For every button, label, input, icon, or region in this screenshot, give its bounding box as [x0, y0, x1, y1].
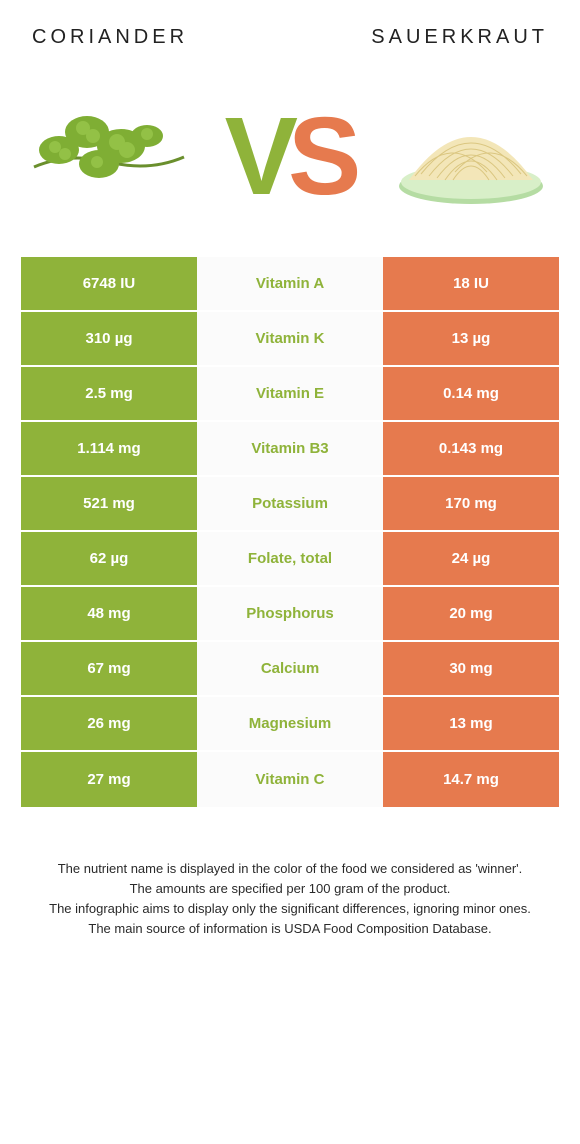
table-row: 62 µgFolate, total24 µg [21, 532, 559, 587]
table-row: 1.114 mgVitamin B30.143 mg [21, 422, 559, 477]
table-row: 6748 IUVitamin A18 IU [21, 257, 559, 312]
nutrient-name-cell: Phosphorus [197, 587, 383, 640]
nutrient-name-cell: Potassium [197, 477, 383, 530]
right-value-cell: 18 IU [383, 257, 559, 310]
footnotes: The nutrient name is displayed in the co… [20, 860, 560, 938]
nutrient-name-cell: Vitamin K [197, 312, 383, 365]
left-value-cell: 521 mg [21, 477, 197, 530]
left-value-cell: 62 µg [21, 532, 197, 585]
left-value-cell: 27 mg [21, 752, 197, 807]
sauerkraut-image [386, 102, 556, 212]
left-value-cell: 1.114 mg [21, 422, 197, 475]
right-value-cell: 14.7 mg [383, 752, 559, 807]
left-food-title: CORIANDER [32, 26, 188, 49]
footnote-line: The amounts are specified per 100 gram o… [28, 880, 552, 899]
table-row: 521 mgPotassium170 mg [21, 477, 559, 532]
footnote-line: The main source of information is USDA F… [28, 920, 552, 939]
table-row: 26 mgMagnesium13 mg [21, 697, 559, 752]
left-value-cell: 67 mg [21, 642, 197, 695]
nutrient-name-cell: Magnesium [197, 697, 383, 750]
right-value-cell: 13 mg [383, 697, 559, 750]
left-value-cell: 310 µg [21, 312, 197, 365]
nutrient-name-cell: Calcium [197, 642, 383, 695]
footnote-line: The infographic aims to display only the… [28, 900, 552, 919]
hero-row: V S [20, 63, 560, 256]
table-row: 310 µgVitamin K13 µg [21, 312, 559, 367]
vs-label: V S [225, 93, 356, 220]
right-value-cell: 0.14 mg [383, 367, 559, 420]
nutrient-name-cell: Vitamin B3 [197, 422, 383, 475]
left-value-cell: 6748 IU [21, 257, 197, 310]
table-row: 27 mgVitamin C14.7 mg [21, 752, 559, 807]
right-value-cell: 0.143 mg [383, 422, 559, 475]
right-value-cell: 13 µg [383, 312, 559, 365]
right-value-cell: 30 mg [383, 642, 559, 695]
vs-s: S [288, 93, 355, 220]
vs-v: V [225, 93, 292, 220]
right-food-title: SAUERKRAUT [371, 26, 548, 49]
coriander-icon [29, 102, 189, 212]
sauerkraut-icon [391, 102, 551, 212]
nutrient-name-cell: Vitamin E [197, 367, 383, 420]
footnote-line: The nutrient name is displayed in the co… [28, 860, 552, 879]
nutrient-name-cell: Vitamin C [197, 752, 383, 807]
table-row: 67 mgCalcium30 mg [21, 642, 559, 697]
right-value-cell: 24 µg [383, 532, 559, 585]
table-row: 48 mgPhosphorus20 mg [21, 587, 559, 642]
nutrient-name-cell: Folate, total [197, 532, 383, 585]
title-row: CORIANDER SAUERKRAUT [20, 26, 560, 63]
table-row: 2.5 mgVitamin E0.14 mg [21, 367, 559, 422]
left-value-cell: 26 mg [21, 697, 197, 750]
infographic-page: CORIANDER SAUERKRAUT [0, 0, 580, 949]
left-value-cell: 48 mg [21, 587, 197, 640]
right-value-cell: 170 mg [383, 477, 559, 530]
nutrient-name-cell: Vitamin A [197, 257, 383, 310]
coriander-image [24, 102, 194, 212]
left-value-cell: 2.5 mg [21, 367, 197, 420]
nutrient-table: 6748 IUVitamin A18 IU310 µgVitamin K13 µ… [20, 256, 560, 808]
right-value-cell: 20 mg [383, 587, 559, 640]
